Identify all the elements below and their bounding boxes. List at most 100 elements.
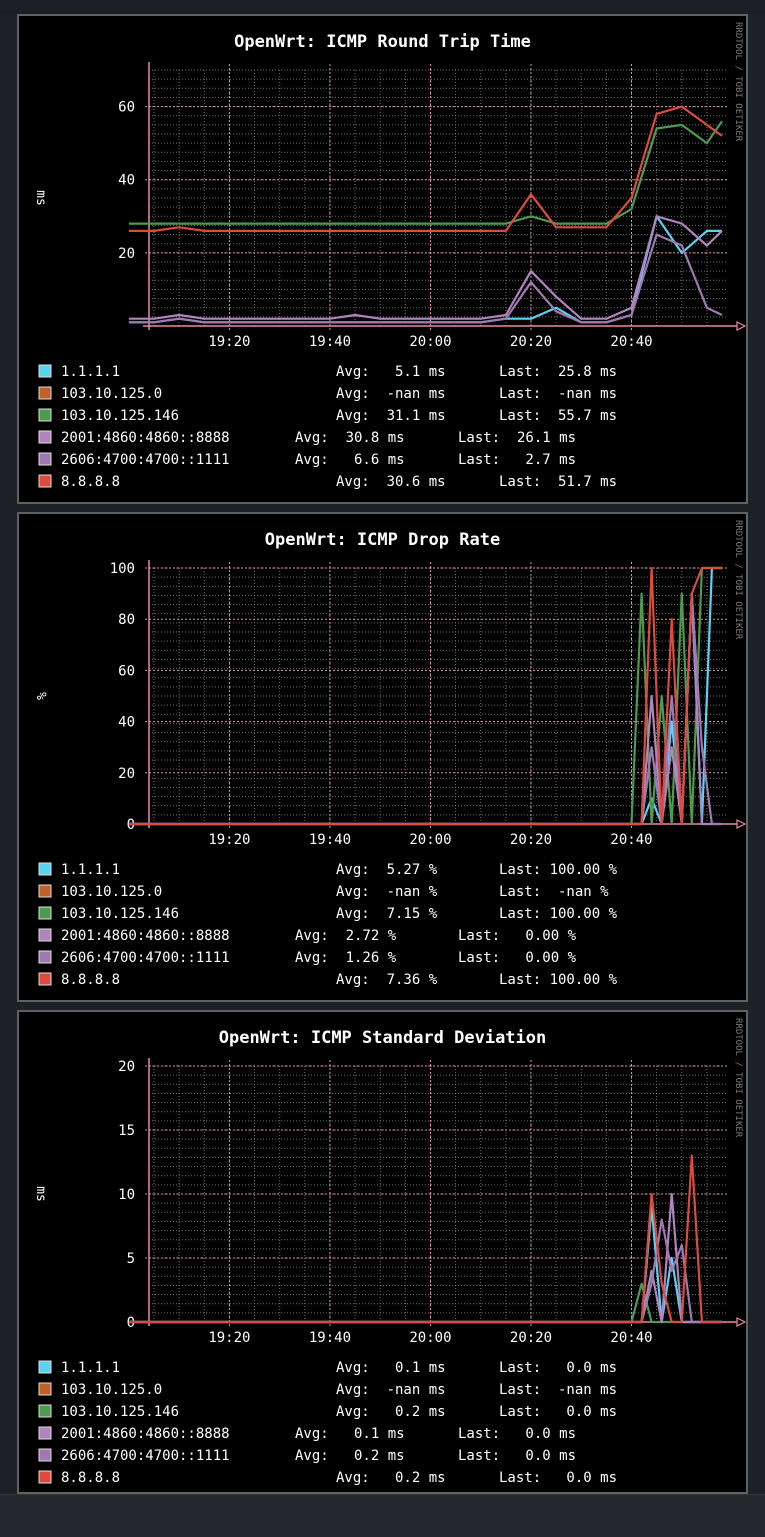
x-tick-label: 20:00 xyxy=(409,1330,451,1346)
legend-avg: Avg: 1.26 % xyxy=(295,950,397,966)
x-tick-label: 20:00 xyxy=(409,832,451,848)
legend-avg: Avg: -nan ms xyxy=(336,386,446,402)
chart-title: OpenWrt: ICMP Round Trip Time xyxy=(234,32,531,52)
legend-swatch xyxy=(38,1448,52,1462)
legend-name: 2606:4700:4700::1111 xyxy=(61,1448,230,1464)
x-tick-label: 20:40 xyxy=(610,334,652,350)
legend-last: Last: 25.8 ms xyxy=(499,364,617,380)
legend-name: 1.1.1.1 xyxy=(61,364,120,380)
x-tick-label: 19:40 xyxy=(309,334,351,350)
x-tick-label: 19:40 xyxy=(309,832,351,848)
legend-name: 2606:4700:4700::1111 xyxy=(61,950,230,966)
legend-last: Last: 0.0 ms xyxy=(458,1426,576,1442)
legend-swatch xyxy=(38,408,52,422)
y-tick-label: 20 xyxy=(118,1059,135,1075)
legend-avg: Avg: -nan ms xyxy=(336,1382,446,1398)
series-line xyxy=(128,105,723,232)
y-tick-label: 80 xyxy=(118,612,135,628)
y-tick-label: 15 xyxy=(118,1123,135,1139)
y-tick-label: 60 xyxy=(118,663,135,679)
legend-last: Last: 0.0 ms xyxy=(458,1448,576,1464)
x-tick-label: 19:40 xyxy=(309,1330,351,1346)
y-tick-label: 40 xyxy=(118,173,135,189)
legend-avg: Avg: 6.6 ms xyxy=(295,452,405,468)
watermark-text: RRDTOOL / TOBI OETIKER xyxy=(733,520,743,640)
legend-avg: Avg: 5.1 ms xyxy=(336,364,446,380)
x-axis-arrow-icon xyxy=(736,1317,746,1327)
legend-avg: Avg: 0.1 ms xyxy=(336,1360,446,1376)
x-tick-label: 20:40 xyxy=(610,832,652,848)
series-line xyxy=(128,1218,722,1324)
x-tick-label: 19:20 xyxy=(208,334,250,350)
legend-last: Last: 26.1 ms xyxy=(458,430,576,446)
legend-last: Last: 51.7 ms xyxy=(499,474,617,490)
chart-title: OpenWrt: ICMP Standard Deviation xyxy=(219,1028,547,1048)
legend-name: 103.10.125.146 xyxy=(61,1404,179,1420)
legend-last: Last: -nan ms xyxy=(499,386,617,402)
legend-avg: Avg: 2.72 % xyxy=(295,928,397,944)
bottom-bar xyxy=(0,1494,765,1537)
series-line xyxy=(128,233,723,324)
legend-name: 8.8.8.8 xyxy=(61,474,120,490)
y-axis-label: ms xyxy=(33,190,48,206)
series-line xyxy=(128,120,723,225)
y-tick-label: 40 xyxy=(118,715,135,731)
legend-name: 2001:4860:4860::8888 xyxy=(61,1426,230,1442)
legend-name: 1.1.1.1 xyxy=(61,1360,120,1376)
legend-name: 2001:4860:4860::8888 xyxy=(61,928,230,944)
legend-name: 103.10.125.0 xyxy=(61,386,162,402)
legend-swatch xyxy=(38,1382,52,1396)
y-tick-label: 100 xyxy=(110,561,135,577)
legend-name: 8.8.8.8 xyxy=(61,1470,120,1486)
legend-name: 8.8.8.8 xyxy=(61,972,120,988)
series-line xyxy=(128,215,723,320)
legend-swatch xyxy=(38,906,52,920)
legend-swatch xyxy=(38,364,52,378)
legend-last: Last: -nan % xyxy=(499,884,609,900)
legend-swatch xyxy=(38,1426,52,1440)
x-tick-label: 20:20 xyxy=(510,1330,552,1346)
watermark-text: RRDTOOL / TOBI OETIKER xyxy=(733,22,743,142)
legend-avg: Avg: 0.2 ms xyxy=(336,1404,446,1420)
legend-last: Last: 100.00 % xyxy=(499,906,618,922)
y-tick-label: 10 xyxy=(118,1187,135,1203)
legend-name: 103.10.125.0 xyxy=(61,884,162,900)
series-line xyxy=(128,566,722,826)
legend-last: Last: 100.00 % xyxy=(499,972,618,988)
x-tick-label: 20:40 xyxy=(610,1330,652,1346)
chart-svg: OpenWrt: ICMP Round Trip Time RRDTOOL / T… xyxy=(33,22,746,490)
legend-swatch xyxy=(38,430,52,444)
legend-avg: Avg: -nan % xyxy=(336,884,438,900)
grid xyxy=(145,562,727,828)
series-line xyxy=(128,1205,722,1324)
y-tick-label: 20 xyxy=(118,246,135,262)
stddev-graph: OpenWrt: ICMP Standard Deviation RRDTOOL … xyxy=(17,1010,748,1494)
legend-swatch xyxy=(38,972,52,986)
series-line xyxy=(128,1154,722,1324)
legend-avg: Avg: 0.2 ms xyxy=(295,1448,405,1464)
legend-last: Last: -nan ms xyxy=(499,1382,617,1398)
x-tick-label: 20:20 xyxy=(510,832,552,848)
legend-avg: Avg: 7.15 % xyxy=(336,906,438,922)
legend-name: 103.10.125.146 xyxy=(61,408,179,424)
legend-swatch xyxy=(38,1470,52,1484)
chart-svg: OpenWrt: ICMP Standard Deviation RRDTOOL … xyxy=(33,1018,746,1486)
legend-last: Last: 0.0 ms xyxy=(499,1404,617,1420)
legend-name: 1.1.1.1 xyxy=(61,862,120,878)
legend-last: Last: 100.00 % xyxy=(499,862,618,878)
x-tick-label: 20:00 xyxy=(409,334,451,350)
y-tick-label: 20 xyxy=(118,766,135,782)
legend-name: 2606:4700:4700::1111 xyxy=(61,452,230,468)
chart-svg: OpenWrt: ICMP Drop Rate RRDTOOL / TOBI OE… xyxy=(33,520,746,988)
legend-swatch xyxy=(38,386,52,400)
y-tick-label: 60 xyxy=(118,100,135,116)
legend-name: 103.10.125.146 xyxy=(61,906,179,922)
legend-last: Last: 0.0 ms xyxy=(499,1470,617,1486)
grid xyxy=(145,64,727,330)
y-axis-label: % xyxy=(33,692,48,700)
top-strip xyxy=(0,0,765,14)
grid xyxy=(145,1060,727,1326)
rtt-graph: OpenWrt: ICMP Round Trip Time RRDTOOL / T… xyxy=(17,14,748,504)
x-axis-arrow-icon xyxy=(736,321,746,331)
y-axis-label: ms xyxy=(33,1186,48,1202)
